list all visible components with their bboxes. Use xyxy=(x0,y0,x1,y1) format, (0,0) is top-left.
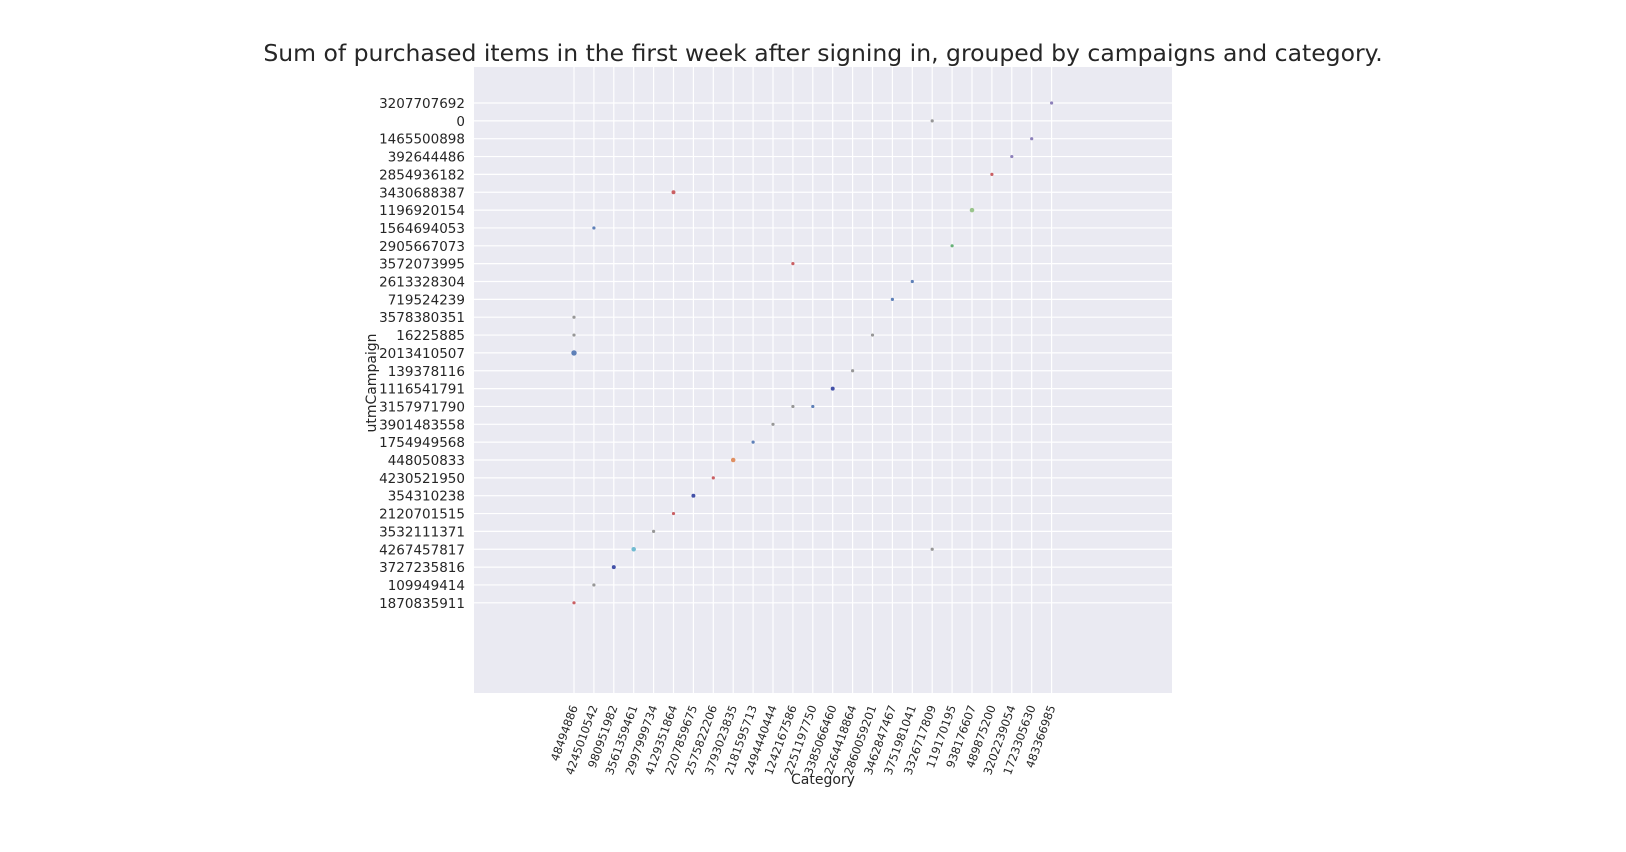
data-point xyxy=(791,262,795,266)
data-point xyxy=(969,207,975,213)
data-point xyxy=(851,369,855,373)
y-tick-label: 2120701515 xyxy=(379,507,465,523)
y-tick-label: 1870835911 xyxy=(379,596,465,612)
data-point xyxy=(771,422,775,426)
y-tick-label: 109949414 xyxy=(388,578,465,594)
y-tick-label: 1196920154 xyxy=(379,203,465,219)
y-tick-label: 448050833 xyxy=(388,453,465,469)
data-point xyxy=(711,476,715,480)
chart-title: Sum of purchased items in the first week… xyxy=(263,39,1382,67)
y-tick-label: 2905667073 xyxy=(379,239,465,255)
y-tick-label: 3727235816 xyxy=(379,560,465,576)
x-axis-label: Category xyxy=(791,772,855,788)
y-tick-label: 1564694053 xyxy=(379,221,465,237)
data-point xyxy=(910,279,914,284)
data-point xyxy=(811,404,815,409)
data-points xyxy=(571,101,1054,605)
x-gridlines xyxy=(573,67,1053,693)
y-tick-label: 1116541791 xyxy=(379,382,465,398)
x-tick-labels: 4849488642450105429809519823561359461299… xyxy=(548,703,1059,777)
data-point xyxy=(890,297,895,301)
y-tick-label: 2013410507 xyxy=(379,346,465,362)
data-point xyxy=(571,350,577,356)
data-point xyxy=(870,333,875,337)
y-tick-labels: 3207707692 0 1465500898 3926444862854936182… xyxy=(379,96,465,612)
data-point xyxy=(990,172,994,176)
y-tick-label: 2854936182 xyxy=(379,167,465,183)
data-point xyxy=(1030,137,1034,141)
y-tick-label: 1465500898 xyxy=(379,132,465,148)
y-gridlines xyxy=(474,102,1172,604)
data-point xyxy=(592,583,596,587)
data-point xyxy=(791,404,795,409)
data-point xyxy=(1010,154,1014,159)
data-point xyxy=(652,529,656,534)
y-tick-label: 2613328304 xyxy=(379,275,465,291)
plot-area xyxy=(474,67,1172,693)
data-point xyxy=(671,190,676,195)
data-point xyxy=(1050,101,1054,105)
y-tick-label: 1754949568 xyxy=(379,435,465,451)
data-point xyxy=(930,547,934,551)
y-tick-label: 392644486 xyxy=(388,150,465,166)
data-point xyxy=(631,546,636,552)
y-tick-label: 3207707692 xyxy=(379,96,465,112)
data-point xyxy=(691,493,696,498)
y-tick-label: 3532111371 xyxy=(379,524,465,540)
y-tick-label: 719524239 xyxy=(388,292,465,308)
y-tick-label: 16225885 xyxy=(396,328,465,344)
y-tick-label: 4230521950 xyxy=(379,471,465,487)
y-tick-label: 3578380351 xyxy=(379,310,465,326)
data-point xyxy=(730,457,736,463)
y-tick-label: 4267457817 xyxy=(379,542,465,558)
data-point xyxy=(572,333,576,337)
y-tick-label: 3901483558 xyxy=(379,417,465,433)
y-tick-label: 354310238 xyxy=(388,489,465,505)
data-point xyxy=(611,565,616,570)
data-point xyxy=(572,315,576,319)
data-point xyxy=(671,511,676,516)
data-point xyxy=(830,386,835,391)
data-point xyxy=(930,119,934,123)
y-tick-label: 139378116 xyxy=(388,364,465,380)
data-point xyxy=(572,601,576,605)
y-tick-label: 3572073995 xyxy=(379,257,465,273)
y-tick-label: 3157971790 xyxy=(379,399,465,415)
data-point xyxy=(950,244,954,248)
y-tick-label: 0 xyxy=(456,114,465,130)
y-axis-label: utmCampaign xyxy=(364,333,380,432)
data-point xyxy=(592,226,596,230)
data-point xyxy=(751,440,755,444)
y-tick-label: 3430688387 xyxy=(379,185,465,201)
